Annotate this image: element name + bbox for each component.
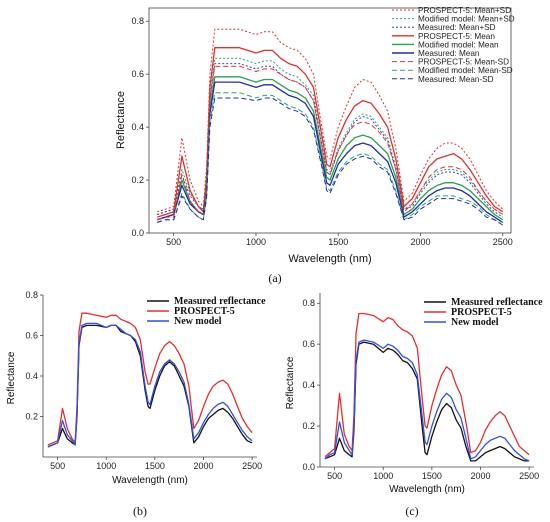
panel-c-y-tick-label: 0.8 bbox=[302, 298, 315, 308]
panel-c-ticks: 500 1000 1500 2000 2500 0.0 0.2 0.4 0.6 0.8 bbox=[302, 298, 539, 481]
panel-a-legend-label: PROSPECT-5: Mean bbox=[418, 32, 495, 41]
panel-b-ticks: 500 1000 1500 2000 2500 0.2 0.4 0.6 0.8 bbox=[25, 290, 262, 471]
panel-b-legend-label: PROSPECT-5 bbox=[174, 306, 235, 317]
panel-b-series-line-3 bbox=[47, 322, 253, 448]
panel-b-y-tick-label: 0.6 bbox=[25, 331, 38, 341]
panel-c-legend-label: New model bbox=[451, 317, 499, 328]
panel-a-legend-label: PROSPECT-5: Mean+SD bbox=[418, 6, 511, 15]
panel-b-legend-label: Measured reflectance bbox=[174, 296, 266, 307]
panel-b-x-tick-label: 1000 bbox=[96, 461, 116, 471]
panel-c-series bbox=[324, 312, 530, 462]
panel-a-y-axis-label: Reflectance bbox=[115, 91, 127, 149]
panel-b-y-tick-label: 0.8 bbox=[25, 290, 38, 300]
panel-a-x-tick-label: 500 bbox=[166, 237, 181, 247]
panel-a-series-line-7 bbox=[157, 65, 504, 221]
panel-a-plot-frame bbox=[148, 7, 512, 234]
panel-a-y-tick-label: 0.4 bbox=[131, 122, 144, 132]
panel-a-y-tick-label: 0.8 bbox=[131, 16, 144, 26]
panel-b-y-tick-label: 0.4 bbox=[25, 371, 38, 381]
panel-b-y-axis-label: Reflectance bbox=[6, 351, 17, 404]
panel-a-y-tick-label: 0.2 bbox=[131, 175, 144, 185]
panel-c-y-axis-label: Reflectance bbox=[285, 356, 296, 409]
panel-a-x-tick-label: 1500 bbox=[328, 237, 348, 247]
panel-b-x-tick-label: 1500 bbox=[145, 461, 165, 471]
panel-a-legend-label: Modified model: Mean-SD bbox=[418, 66, 513, 75]
panel-c-x-tick-label: 1000 bbox=[373, 471, 393, 481]
panel-b-y-tick-label: 0.2 bbox=[25, 412, 38, 422]
panel-a-legend-label: Measured: Mean bbox=[418, 49, 480, 58]
panel-b-chart: 500 1000 1500 2000 2500 0.2 0.4 0.6 0.8 Measured… bbox=[6, 290, 266, 518]
panel-a-legend-label: Measured: Mean+SD bbox=[418, 23, 496, 32]
panel-a-legend-label: Modified model: Mean+SD bbox=[418, 15, 515, 24]
panel-c-caption: (c) bbox=[405, 504, 418, 518]
panel-c-x-tick-label: 1500 bbox=[422, 471, 442, 481]
panel-a-legend-label: Modified model: Mean bbox=[418, 40, 499, 49]
panel-c-y-tick-label: 0.2 bbox=[302, 421, 315, 431]
panel-c-x-tick-label: 2500 bbox=[519, 471, 539, 481]
panel-b-x-tick-label: 2500 bbox=[242, 461, 262, 471]
panel-a-legend-label: Measured: Mean-SD bbox=[418, 75, 494, 84]
panel-a-y-tick-label: 0.6 bbox=[131, 69, 144, 79]
panel-a-chart: 500 1000 1500 2000 2500 0.0 0.2 0.4 0.6 0.8 PROSP… bbox=[115, 6, 515, 285]
panel-b-caption: (b) bbox=[133, 504, 147, 518]
panel-a-legend-label: PROSPECT-5: Mean-SD bbox=[418, 58, 509, 67]
panel-b-x-axis-label: Wavelength (nm) bbox=[112, 475, 188, 486]
panel-b-x-tick-label: 2000 bbox=[193, 461, 213, 471]
panel-a-x-tick-label: 1000 bbox=[246, 237, 266, 247]
panel-a-y-tick-label: 0.0 bbox=[131, 228, 144, 238]
panel-a-caption: (a) bbox=[268, 271, 281, 285]
panel-c-series-line-3 bbox=[324, 339, 530, 462]
panel-c-y-tick-label: 0.6 bbox=[302, 339, 315, 349]
panel-a-series-line-9 bbox=[157, 97, 504, 226]
panel-c-x-tick-label: 500 bbox=[327, 471, 342, 481]
panel-c-y-tick-label: 0.4 bbox=[302, 380, 315, 390]
panel-a-series-line-1 bbox=[157, 28, 504, 213]
panel-a-series-line-8 bbox=[157, 92, 503, 223]
panel-b-series bbox=[47, 312, 253, 448]
panel-c-chart: 500 1000 1500 2000 2500 0.0 0.2 0.4 0.6 0.8 Measu… bbox=[285, 293, 543, 518]
panel-b-legend-label: New model bbox=[174, 316, 222, 327]
panel-c-y-tick-label: 0.0 bbox=[302, 462, 315, 472]
panel-a-x-axis-label: Wavelength (nm) bbox=[288, 253, 371, 265]
panel-c-legend-label: Measured reflectance bbox=[451, 297, 543, 308]
panel-c-legend-label: PROSPECT-5 bbox=[451, 307, 512, 318]
panel-c-x-tick-label: 2000 bbox=[470, 471, 490, 481]
panel-a-ticks: 500 1000 1500 2000 2500 0.0 0.2 0.4 0.6 0.8 bbox=[131, 16, 512, 247]
panel-a-series bbox=[156, 28, 504, 226]
panel-c-x-axis-label: Wavelength (nm) bbox=[389, 484, 465, 495]
panel-b-x-tick-label: 500 bbox=[50, 461, 65, 471]
panel-a-x-tick-label: 2000 bbox=[410, 237, 430, 247]
panel-a-x-tick-label: 2500 bbox=[493, 237, 513, 247]
